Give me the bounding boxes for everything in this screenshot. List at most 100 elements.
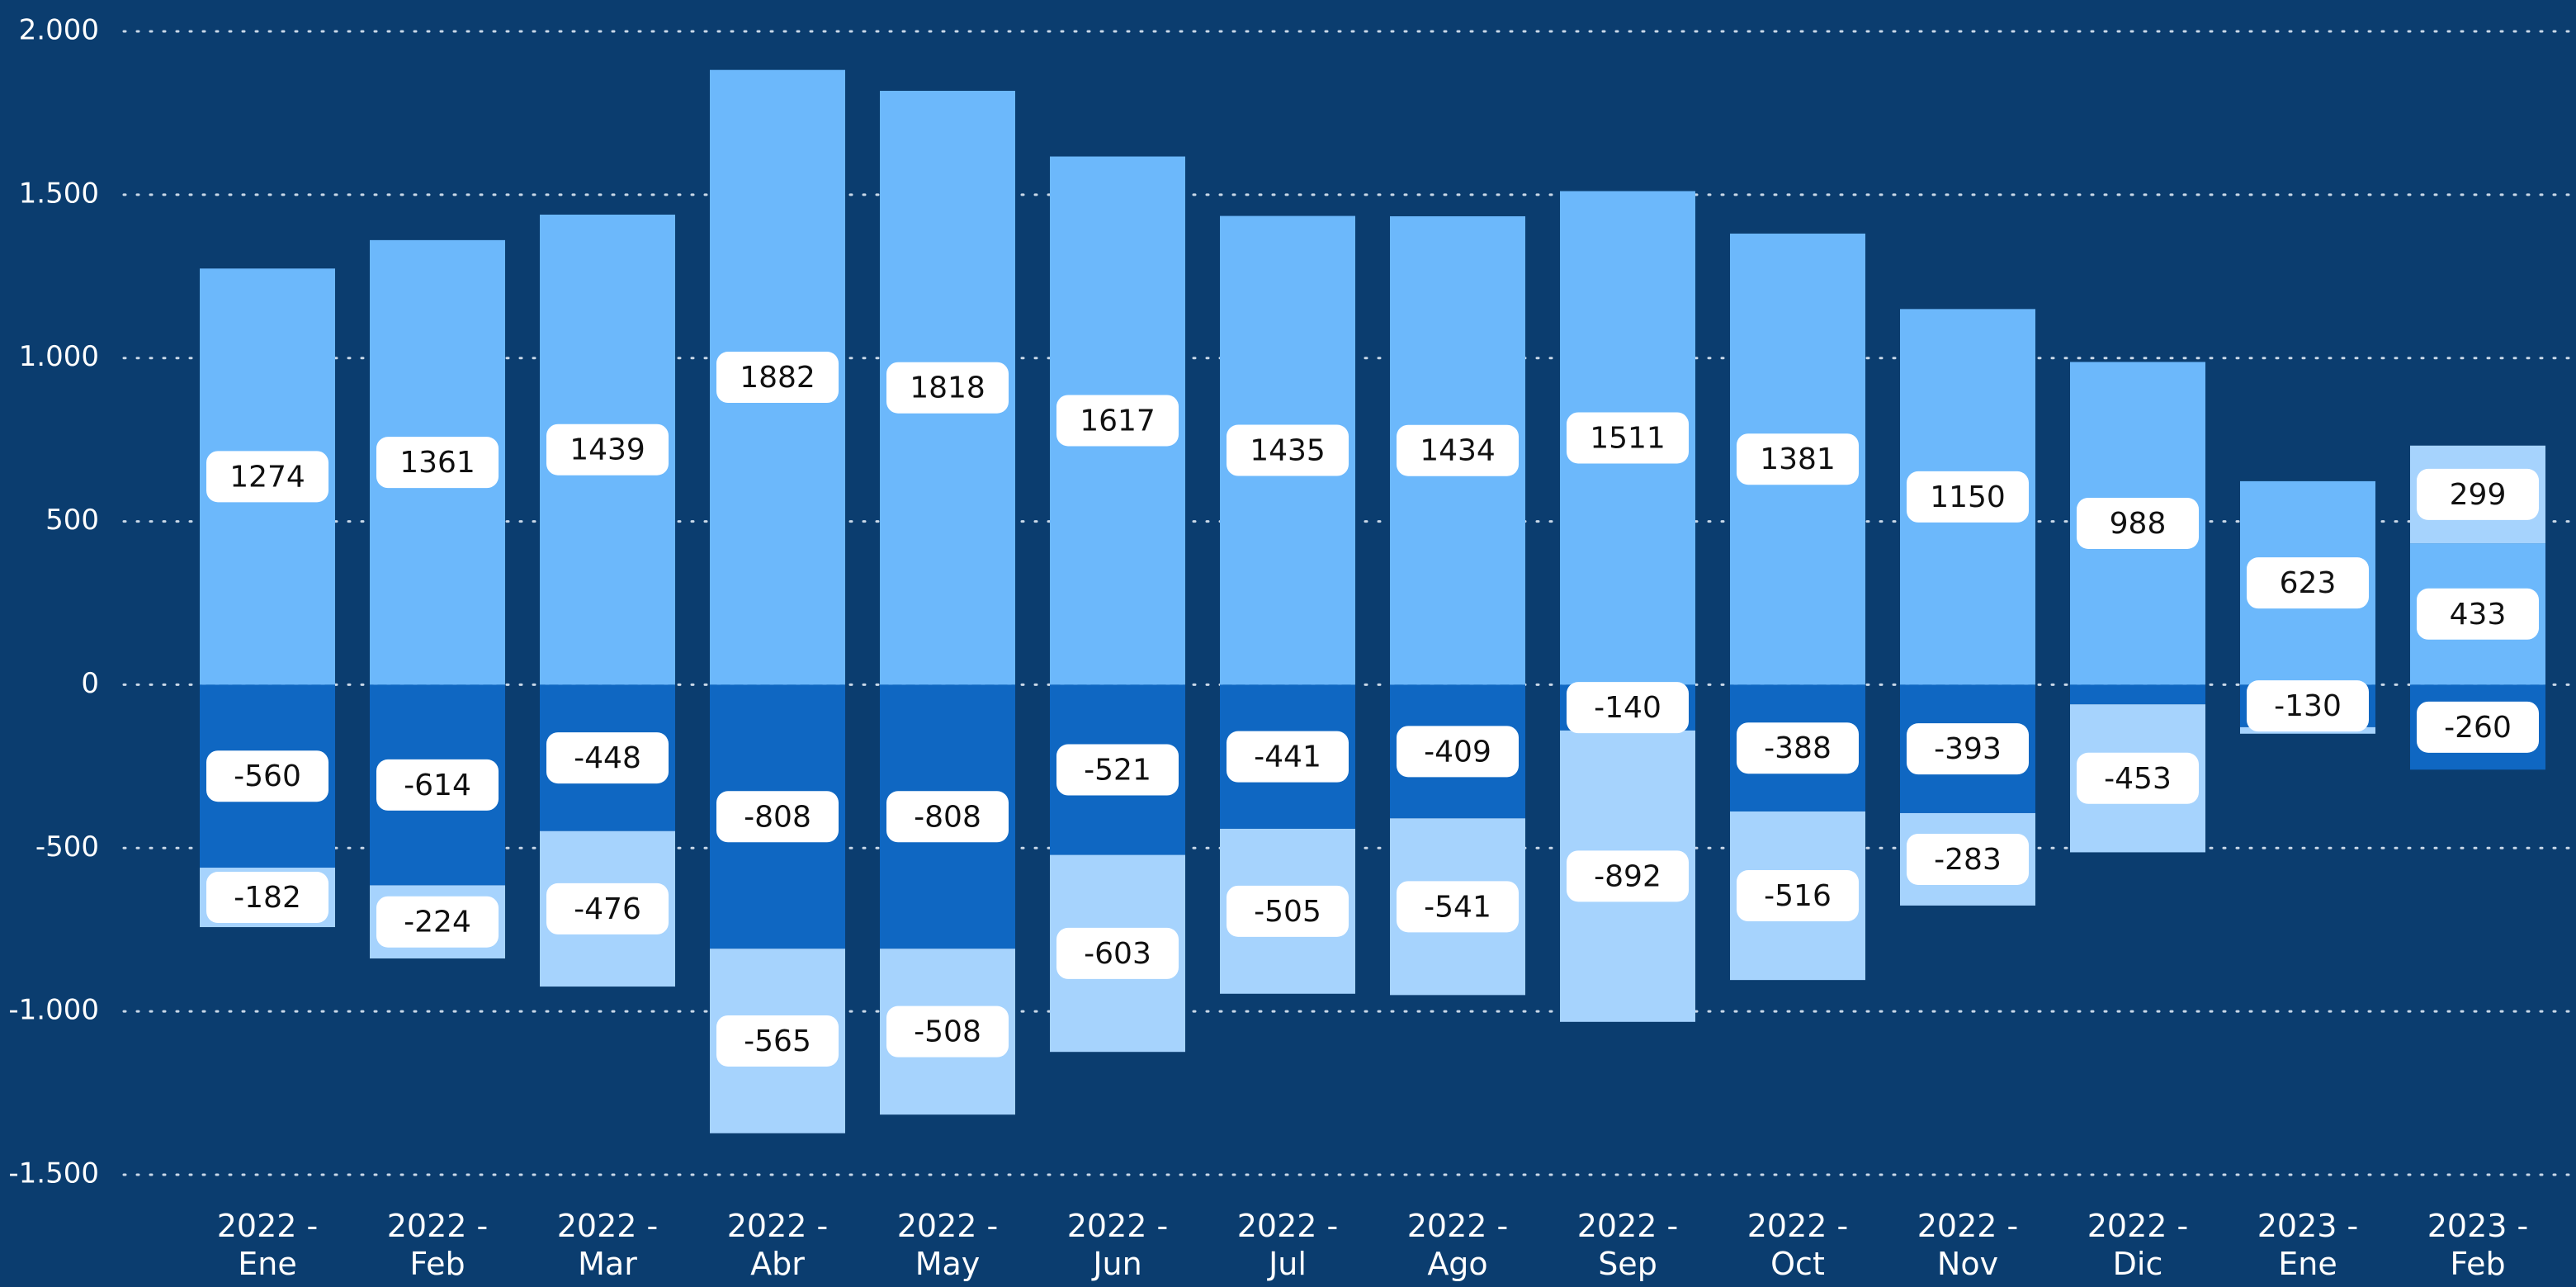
y-tick-label: -1.500 [8, 1157, 99, 1190]
data-label: 1511 [1567, 412, 1689, 464]
data-label-box [1567, 682, 1689, 734]
x-tick-label: 2022 - Jul [1236, 1208, 1339, 1282]
data-label-text: 1511 [1590, 421, 1666, 455]
data-label-box [2417, 468, 2539, 520]
y-tick-label: -1.000 [8, 994, 99, 1027]
data-label-text: -614 [404, 769, 471, 802]
data-label-box [886, 791, 1009, 843]
data-label-text: -182 [234, 881, 301, 915]
data-label: 623 [2247, 557, 2369, 609]
data-label-box [1056, 395, 1179, 447]
data-label-box [546, 423, 669, 476]
data-label-box [376, 896, 499, 948]
data-label-text: -892 [1594, 859, 1661, 893]
x-tick-label: 2022 - Jun [1066, 1208, 1169, 1282]
data-label: 1150 [1907, 471, 2029, 523]
data-label-box [376, 759, 499, 811]
x-tick-label: 2022 - Dic [2087, 1208, 2189, 1282]
data-label-box [2247, 557, 2369, 609]
x-tick-label: 2022 - Mar [556, 1208, 659, 1282]
data-label-box [1737, 870, 1859, 922]
data-label-box [1737, 722, 1859, 774]
y-tick-label: 1.500 [19, 177, 99, 210]
data-label-box [2077, 752, 2199, 804]
data-label-box [1227, 885, 1349, 937]
data-label-box [1227, 731, 1349, 783]
data-label: 1435 [1227, 424, 1349, 476]
data-label-text: -260 [2444, 711, 2512, 745]
data-label: 1361 [376, 437, 499, 489]
data-label: 1274 [206, 451, 328, 503]
x-tick-label: 2022 - May [896, 1208, 999, 1282]
data-label-box [546, 732, 669, 784]
data-label-box [1397, 881, 1519, 933]
data-label-box [2417, 701, 2539, 753]
data-label-text: -565 [744, 1024, 811, 1058]
x-tick-label: 2022 - Oct [1746, 1208, 1849, 1282]
data-label: -224 [376, 896, 499, 948]
data-label: -565 [716, 1015, 839, 1067]
data-label-text: -388 [1764, 731, 1832, 765]
data-label-text: 1617 [1080, 404, 1156, 438]
data-label-text: -516 [1764, 879, 1832, 913]
data-label-text: -521 [1084, 754, 1151, 788]
x-tick-label: 2023 - Ene [2257, 1208, 2359, 1282]
data-label-text: -130 [2274, 689, 2342, 723]
data-label-box [716, 791, 839, 843]
data-label: 299 [2417, 468, 2539, 520]
data-label-text: 1434 [1420, 434, 1496, 468]
y-tick-label: -500 [35, 830, 99, 864]
data-label: 433 [2417, 588, 2539, 640]
data-label-text: -808 [914, 800, 981, 834]
data-label-text: 1381 [1760, 442, 1836, 476]
data-label-text: 988 [2110, 507, 2167, 541]
data-label-text: 299 [2450, 478, 2507, 512]
data-label-text: 1818 [910, 371, 985, 405]
data-label: -603 [1056, 927, 1179, 979]
data-label-text: -224 [404, 906, 471, 939]
data-label: 1617 [1056, 395, 1179, 447]
data-label-box [1567, 412, 1689, 464]
y-tick-label: 1.000 [19, 340, 99, 373]
data-label-text: 1439 [570, 433, 645, 467]
data-label-box [886, 1005, 1009, 1058]
data-label: 1882 [716, 352, 839, 404]
data-label-box [1397, 726, 1519, 778]
data-label: -130 [2247, 680, 2369, 732]
data-label-box [1056, 927, 1179, 979]
data-label-box [2077, 497, 2199, 549]
data-label-text: -505 [1254, 895, 1321, 929]
data-label-text: 1274 [229, 460, 305, 494]
data-label-text: -476 [574, 892, 641, 926]
data-label-text: -453 [2104, 762, 2172, 796]
data-label-text: -508 [914, 1015, 981, 1049]
data-label: -614 [376, 759, 499, 811]
data-label-box [546, 882, 669, 934]
data-label-text: -603 [1084, 937, 1151, 971]
data-label: 988 [2077, 497, 2199, 549]
data-label: -808 [716, 791, 839, 843]
data-label-box [376, 437, 499, 489]
data-label-text: -393 [1934, 732, 2002, 766]
data-label-text: -441 [1254, 740, 1321, 774]
data-label-box [1227, 424, 1349, 476]
data-label-box [206, 451, 328, 503]
data-label-box [2247, 680, 2369, 732]
data-label-box [716, 1015, 839, 1067]
y-tick-label: 0 [81, 667, 99, 700]
data-label: -388 [1737, 722, 1859, 774]
data-label-text: 1361 [399, 446, 475, 480]
data-label: -508 [886, 1005, 1009, 1058]
data-label: -476 [546, 882, 669, 934]
y-tick-label: 2.000 [19, 14, 99, 47]
data-label: -182 [206, 872, 328, 924]
x-tick-label: 2022 - Sep [1576, 1208, 1679, 1282]
data-label: -892 [1567, 850, 1689, 902]
data-label-text: -140 [1594, 691, 1661, 725]
y-tick-label: 500 [45, 504, 99, 537]
x-tick-label: 2022 - Ene [216, 1208, 319, 1282]
x-tick-label: 2022 - Abr [726, 1208, 829, 1282]
x-tick-label: 2022 - Nov [1917, 1208, 2019, 1282]
data-label-text: -409 [1424, 735, 1491, 769]
